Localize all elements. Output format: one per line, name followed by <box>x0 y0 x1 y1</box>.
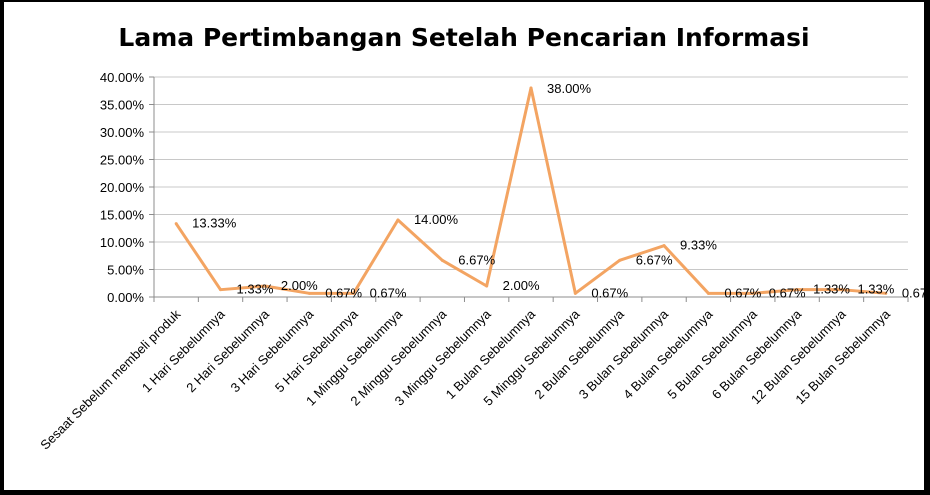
chart-title: Lama Pertimbangan Setelah Pencarian Info… <box>118 23 809 52</box>
x-tick-label: 5 Hari Sebelumnya <box>272 306 361 395</box>
y-tick-label: 10.00% <box>100 235 145 250</box>
series-line-path <box>174 86 886 295</box>
data-point <box>618 258 622 262</box>
data-label: 0.67% <box>591 285 628 300</box>
data-label: 9.33% <box>680 238 717 253</box>
data-label: 0.67% <box>902 285 924 300</box>
x-tick-label: 3 Hari Sebelumnya <box>228 306 317 395</box>
y-tick-label: 0.00% <box>107 290 144 305</box>
x-tick-label: 1 Hari Sebelumnya <box>139 306 228 395</box>
data-point <box>352 291 356 295</box>
data-label: 38.00% <box>547 81 592 96</box>
data-label: 2.00% <box>281 278 318 293</box>
data-point <box>795 288 799 292</box>
data-point <box>263 284 267 288</box>
y-tick-label: 25.00% <box>100 153 145 168</box>
data-label: 1.33% <box>813 282 850 297</box>
data-label: 1.33% <box>237 282 274 297</box>
x-tick-label: 2 Hari Sebelumnya <box>183 306 272 395</box>
data-label: 0.67% <box>769 285 806 300</box>
y-tick-label: 30.00% <box>100 125 145 140</box>
data-point <box>219 288 223 292</box>
data-label: 0.67% <box>370 285 407 300</box>
y-axis-ticks: 0.00% 5.00% 10.00% 15.00% 20.00% 25.00% 30.00%… <box>100 70 145 305</box>
chart-frame: Lama Pertimbangan Setelah Pencarian Info… <box>4 2 924 490</box>
data-point <box>529 86 533 90</box>
data-point <box>884 291 888 295</box>
gridlines <box>154 76 908 270</box>
axes <box>149 76 909 302</box>
data-label: 6.67% <box>458 252 495 267</box>
data-label: 1.33% <box>857 282 894 297</box>
series-line <box>174 86 888 295</box>
data-point <box>662 244 666 248</box>
y-tick-label: 20.00% <box>100 180 145 195</box>
data-point <box>839 288 843 292</box>
y-tick-label: 5.00% <box>107 263 144 278</box>
data-label: 0.67% <box>724 285 761 300</box>
data-point <box>174 222 178 226</box>
data-point <box>485 284 489 288</box>
data-label: 6.67% <box>636 252 673 267</box>
data-label: 2.00% <box>503 278 540 293</box>
data-label: 13.33% <box>192 216 237 231</box>
data-point <box>751 291 755 295</box>
y-tick-label: 35.00% <box>100 98 145 113</box>
data-point <box>440 258 444 262</box>
data-point <box>573 291 577 295</box>
y-tick-label: 15.00% <box>100 208 145 223</box>
data-label: 0.67% <box>325 285 362 300</box>
line-chart: Lama Pertimbangan Setelah Pencarian Info… <box>37 23 924 453</box>
data-labels: 13.33% 1.33% 2.00% 0.67% 0.67% 14.00% 6.67% 2.0… <box>192 81 924 300</box>
data-point <box>307 291 311 295</box>
data-label: 14.00% <box>414 212 459 227</box>
data-point <box>706 291 710 295</box>
data-point <box>396 218 400 222</box>
y-tick-label: 40.00% <box>100 70 145 85</box>
